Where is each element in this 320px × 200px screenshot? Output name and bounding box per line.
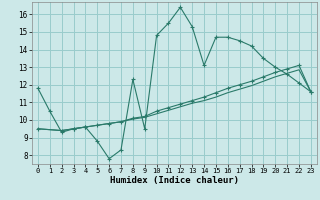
X-axis label: Humidex (Indice chaleur): Humidex (Indice chaleur) xyxy=(110,176,239,185)
